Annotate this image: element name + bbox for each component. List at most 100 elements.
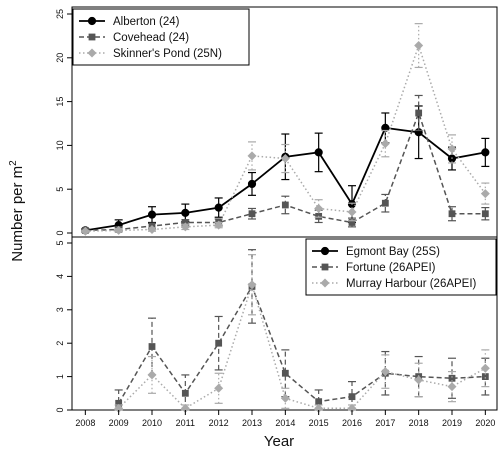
- data-point: [347, 207, 357, 217]
- y-tick-label: 0: [55, 230, 65, 235]
- data-point: [114, 403, 124, 413]
- series-2-3: [114, 254, 490, 413]
- data-point: [214, 383, 224, 393]
- x-tick-label: 2008: [75, 418, 95, 428]
- y-tick-label: 4: [55, 274, 65, 279]
- legend-label: Murray Harbour (26APEI): [346, 278, 477, 290]
- legend-2: Egmont Bay (25S) Fortune (26APEI) Murray H…: [305, 238, 497, 296]
- x-tick-label: 2014: [275, 418, 295, 428]
- y-tick-label: 2: [55, 341, 65, 346]
- data-point: [381, 199, 389, 207]
- legend-label: Skinner's Pond (25N): [113, 48, 222, 60]
- data-point: [314, 148, 323, 157]
- data-point: [180, 222, 190, 232]
- data-point: [481, 148, 490, 157]
- data-point: [448, 210, 456, 218]
- series-line: [118, 282, 486, 410]
- data-point: [148, 343, 156, 350]
- data-point: [215, 339, 223, 347]
- x-tick-label: 2020: [475, 418, 495, 428]
- x-tick-label: 2019: [442, 418, 462, 428]
- data-point: [447, 382, 457, 392]
- data-point: [314, 403, 324, 413]
- legend-marker: [87, 48, 97, 58]
- legend-marker: [88, 33, 96, 41]
- x-tick-label: 2017: [375, 418, 395, 428]
- legend-marker: [320, 246, 330, 256]
- y-tick-label: 15: [55, 97, 65, 107]
- data-point: [380, 139, 390, 149]
- data-point: [147, 224, 157, 234]
- y-tick-label: 5: [55, 240, 65, 245]
- x-axis-title: Year: [264, 433, 294, 450]
- data-point: [314, 203, 324, 213]
- y-tick-label: 5: [55, 187, 65, 192]
- y-tick-label: 1: [55, 374, 65, 379]
- x-tick-label: 2009: [109, 418, 129, 428]
- x-tick-label: 2015: [309, 418, 329, 428]
- data-point: [280, 154, 290, 164]
- legend-marker: [87, 16, 97, 26]
- data-point: [115, 399, 123, 407]
- data-point: [147, 210, 157, 219]
- x-axis: 2008 2009 2010 2011 2012 2013 2014 2015 2016 2017…: [75, 410, 495, 428]
- legend-label: Fortune (26APEI): [346, 262, 436, 274]
- x-tick-label: 2016: [342, 418, 362, 428]
- data-point: [214, 220, 224, 230]
- legend-label: Covehead (24): [113, 32, 189, 44]
- x-tick-label: 2012: [209, 418, 229, 428]
- data-point: [348, 219, 356, 226]
- panel-1: 0 5 10 15 20 25 Alberton (24) Covehead (24) Skin…: [55, 6, 498, 238]
- data-point: [114, 225, 124, 235]
- data-point: [181, 389, 189, 397]
- y-axis-title-text: Number per m: [9, 166, 26, 262]
- y-tick-label: 0: [55, 407, 65, 412]
- x-tick-label: 2018: [409, 418, 429, 428]
- data-point: [380, 367, 390, 377]
- panel-2: 0 1 2 3 4 5 Egmont Bay (25S) Fortune (26APEI) Mu…: [55, 236, 498, 413]
- y-axis-title: Number per m2: [8, 160, 26, 262]
- data-point: [414, 41, 424, 51]
- data-point: [181, 208, 190, 217]
- y-tick-label: 3: [55, 307, 65, 312]
- data-point: [147, 370, 157, 380]
- data-point: [281, 369, 289, 377]
- data-point: [280, 393, 290, 403]
- y-tick-label: 20: [55, 53, 65, 63]
- data-point: [481, 373, 489, 380]
- y-axis-title-superscript: 2: [8, 160, 19, 166]
- data-point: [347, 403, 357, 413]
- y-tick-label: 25: [55, 9, 65, 19]
- legend-label: Egmont Bay (25S): [346, 246, 440, 258]
- data-point: [480, 363, 490, 373]
- data-point: [247, 179, 257, 189]
- legend-marker: [321, 263, 329, 271]
- data-point: [315, 398, 323, 406]
- data-point: [415, 109, 423, 117]
- series-line: [118, 284, 486, 404]
- data-point: [448, 374, 456, 382]
- series-1-1: [81, 105, 490, 235]
- data-point: [414, 375, 424, 385]
- data-point: [248, 210, 256, 218]
- panel-frame: [71, 236, 498, 411]
- data-point: [480, 189, 490, 199]
- legend-marker: [320, 278, 330, 288]
- data-point: [180, 403, 190, 413]
- x-tick-label: 2013: [242, 418, 262, 428]
- series-1-3: [80, 23, 490, 236]
- x-tick-label: 2011: [176, 418, 195, 428]
- data-point: [281, 201, 289, 209]
- x-tick-label: 2010: [142, 418, 162, 428]
- data-point: [348, 393, 356, 401]
- data-point: [247, 151, 257, 161]
- legend-label: Alberton (24): [113, 16, 180, 28]
- legend-1: Alberton (24) Covehead (24) Skinner's Pond…: [72, 8, 250, 66]
- data-point: [80, 226, 90, 236]
- data-point: [481, 210, 489, 218]
- data-point: [447, 144, 457, 154]
- y-tick-label: 10: [55, 140, 65, 150]
- data-point: [214, 203, 223, 212]
